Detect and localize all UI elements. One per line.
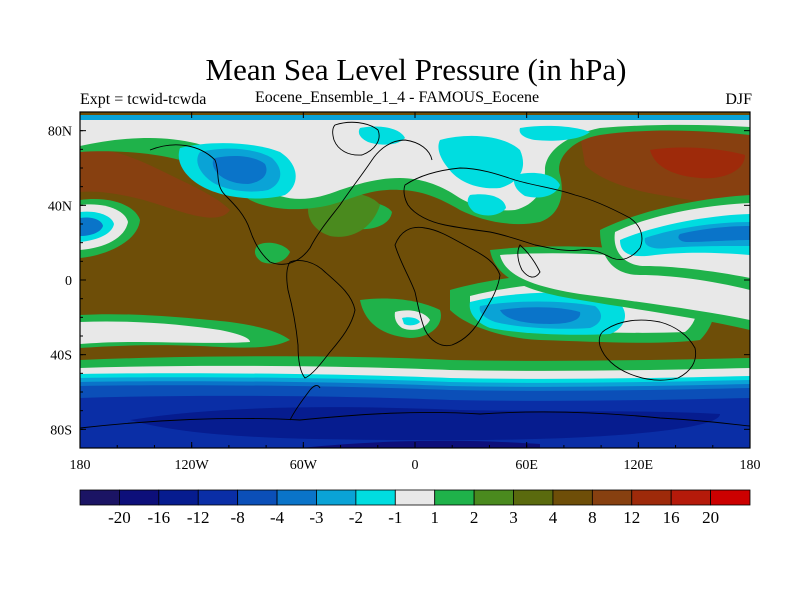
colorbar-labels: -20 -16 -12 -8 -4 -3 -2 -1 1 2 3 4 8 12 16 20 <box>108 508 719 527</box>
field-red-northwest <box>80 148 230 218</box>
lat-tick-label: 40N <box>48 199 72 214</box>
colorbar-box <box>237 489 278 506</box>
colorbar-box <box>197 489 239 506</box>
field-north-cyan-f <box>519 125 590 141</box>
coast-antarctic-peninsula <box>289 385 321 421</box>
lat-tick-label: 40S <box>50 349 72 364</box>
field-s-atlantic-cyan <box>402 317 420 326</box>
coast-india <box>517 244 541 278</box>
colorbar <box>79 489 751 506</box>
colorbar-label: -3 <box>309 508 323 527</box>
colorbar-label: -2 <box>349 508 363 527</box>
ensemble-label: Eocene_Ensemble_1_4 - FAMOUS_Eocene <box>255 89 540 106</box>
colorbar-label: -1 <box>388 508 402 527</box>
field-north-white <box>80 118 750 211</box>
field-southern-core <box>130 407 720 440</box>
coast-africa-europe <box>394 226 501 347</box>
experiment-label: Expt = tcwid-tcwda <box>80 91 207 108</box>
field-west-blue <box>80 217 103 236</box>
coastlines <box>80 121 750 429</box>
axis-tick-labels: 180 120W 60W 0 60E 120E 180 80N 40N 0 40S 80S <box>48 125 761 473</box>
colorbar-box <box>513 489 554 506</box>
field-central-green2 <box>254 242 290 264</box>
colorbar-box <box>591 489 633 506</box>
colorbar-label: 8 <box>588 508 597 527</box>
colorbar-box <box>631 489 672 506</box>
field-indian-core <box>500 307 581 324</box>
lon-tick-label: 60E <box>515 458 538 473</box>
pressure-anomaly-field <box>80 112 750 448</box>
colorbar-box <box>119 489 160 506</box>
field-north-cyan-e <box>358 126 405 145</box>
axis-ticks <box>79 111 751 449</box>
colorbar-label: 16 <box>663 508 680 527</box>
colorbar-box <box>276 489 317 506</box>
colorbar-box <box>158 489 199 506</box>
lat-tick-label: 80N <box>48 125 72 140</box>
colorbar-label: 20 <box>702 508 719 527</box>
colorbar-box <box>434 489 475 506</box>
colorbar-box <box>552 489 593 506</box>
lon-tick-label: 120E <box>624 458 654 473</box>
lon-tick-label: 120W <box>175 458 210 473</box>
plot-title: Mean Sea Level Pressure (in hPa) <box>205 52 627 87</box>
colorbar-label: -8 <box>231 508 245 527</box>
colorbar-label: 12 <box>623 508 640 527</box>
colorbar-box <box>473 489 514 506</box>
coast-australia <box>598 319 697 381</box>
colorbar-box <box>355 489 396 506</box>
lon-tick-label: 0 <box>412 458 419 473</box>
lat-tick-label: 0 <box>65 274 72 289</box>
colorbar-label: 4 <box>549 508 558 527</box>
colorbar-label: -20 <box>108 508 131 527</box>
lon-tick-label: 180 <box>70 458 91 473</box>
coast-greenland <box>332 121 380 156</box>
colorbar-box <box>710 489 751 506</box>
lon-tick-label: 60W <box>290 458 318 473</box>
coast-eurasia <box>403 167 643 260</box>
colorbar-label: -12 <box>187 508 210 527</box>
coast-antarctica <box>80 411 750 429</box>
coast-south-america <box>286 260 356 379</box>
field-s-midlat-white <box>80 321 250 344</box>
colorbar-label: 3 <box>509 508 518 527</box>
field-polar-deep <box>300 440 540 448</box>
colorbar-label: -4 <box>270 508 285 527</box>
field-north-cyan-b <box>438 135 524 189</box>
colorbar-label: -16 <box>147 508 170 527</box>
colorbar-box <box>316 489 357 506</box>
field-north-cyan-d <box>467 194 506 216</box>
colorbar-box <box>670 489 711 506</box>
colorbar-box <box>79 489 120 506</box>
field-red-ne-core <box>650 147 745 179</box>
field-nep-core <box>678 226 750 242</box>
field-north-core-a <box>212 156 267 184</box>
lat-tick-label: 80S <box>50 423 72 438</box>
colorbar-label: 1 <box>430 508 439 527</box>
colorbar-box <box>394 489 436 506</box>
lon-tick-label: 180 <box>740 458 761 473</box>
colorbar-label: 2 <box>470 508 479 527</box>
season-label: DJF <box>725 91 752 108</box>
